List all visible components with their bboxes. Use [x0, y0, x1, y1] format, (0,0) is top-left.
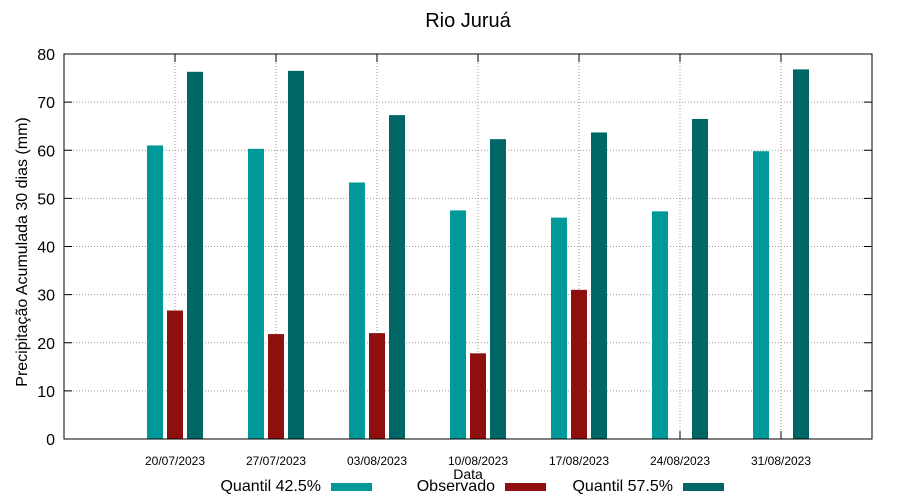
y-tick-label: 30	[37, 288, 55, 305]
legend-swatch	[505, 483, 546, 491]
bar	[793, 69, 809, 440]
chart-title: Rio Juruá	[425, 10, 511, 32]
x-tick-label: 20/07/2023	[145, 454, 205, 468]
y-axis-ticks: 0 10 20 30 40 50 60 70 80	[37, 47, 872, 449]
bar	[490, 139, 506, 439]
plot-frame	[63, 53, 873, 440]
bar	[288, 70, 304, 439]
legend-label: Quantil 42.5%	[220, 478, 321, 495]
x-axis-label: Data	[453, 466, 483, 482]
bars	[147, 69, 809, 440]
legend-swatch	[331, 483, 372, 491]
bar	[248, 148, 264, 439]
bar	[167, 310, 183, 439]
legend: Quantil 42.5% Observado Quantil 57.5%	[220, 478, 724, 495]
bar	[450, 210, 466, 439]
y-tick-label: 80	[37, 47, 55, 64]
x-tick-label: 03/08/2023	[347, 454, 407, 468]
bar	[187, 71, 203, 440]
y-axis-label: Precipitação Acumulada 30 dias (mm)	[14, 117, 31, 386]
bar	[551, 217, 567, 439]
y-tick-label: 70	[37, 95, 55, 112]
y-tick-label: 60	[37, 143, 55, 160]
x-tick-label: 27/07/2023	[246, 454, 306, 468]
legend-swatch	[683, 483, 724, 491]
x-tick-label: 31/08/2023	[751, 454, 811, 468]
x-axis-ticks: 20/07/2023 27/07/2023 03/08/2023 10/08/2023…	[145, 54, 811, 468]
bar	[349, 182, 365, 439]
x-tick-label: 17/08/2023	[549, 454, 609, 468]
grid-lines	[64, 54, 872, 439]
bar	[591, 132, 607, 439]
bar	[369, 333, 385, 439]
y-tick-label: 10	[37, 384, 55, 401]
bar	[753, 151, 769, 439]
bar	[692, 118, 708, 439]
x-tick-label: 24/08/2023	[650, 454, 710, 468]
bar	[652, 211, 668, 439]
bar	[147, 145, 163, 439]
legend-label: Observado	[417, 478, 495, 495]
bar	[470, 353, 486, 439]
legend-label: Quantil 57.5%	[572, 478, 673, 495]
bar	[571, 289, 587, 439]
y-tick-label: 0	[46, 432, 55, 449]
bar	[389, 115, 405, 440]
y-tick-label: 50	[37, 191, 55, 208]
x-tick-label: 10/08/2023	[448, 454, 508, 468]
bar	[268, 334, 284, 439]
y-tick-label: 40	[37, 240, 55, 257]
y-tick-label: 20	[37, 336, 55, 353]
